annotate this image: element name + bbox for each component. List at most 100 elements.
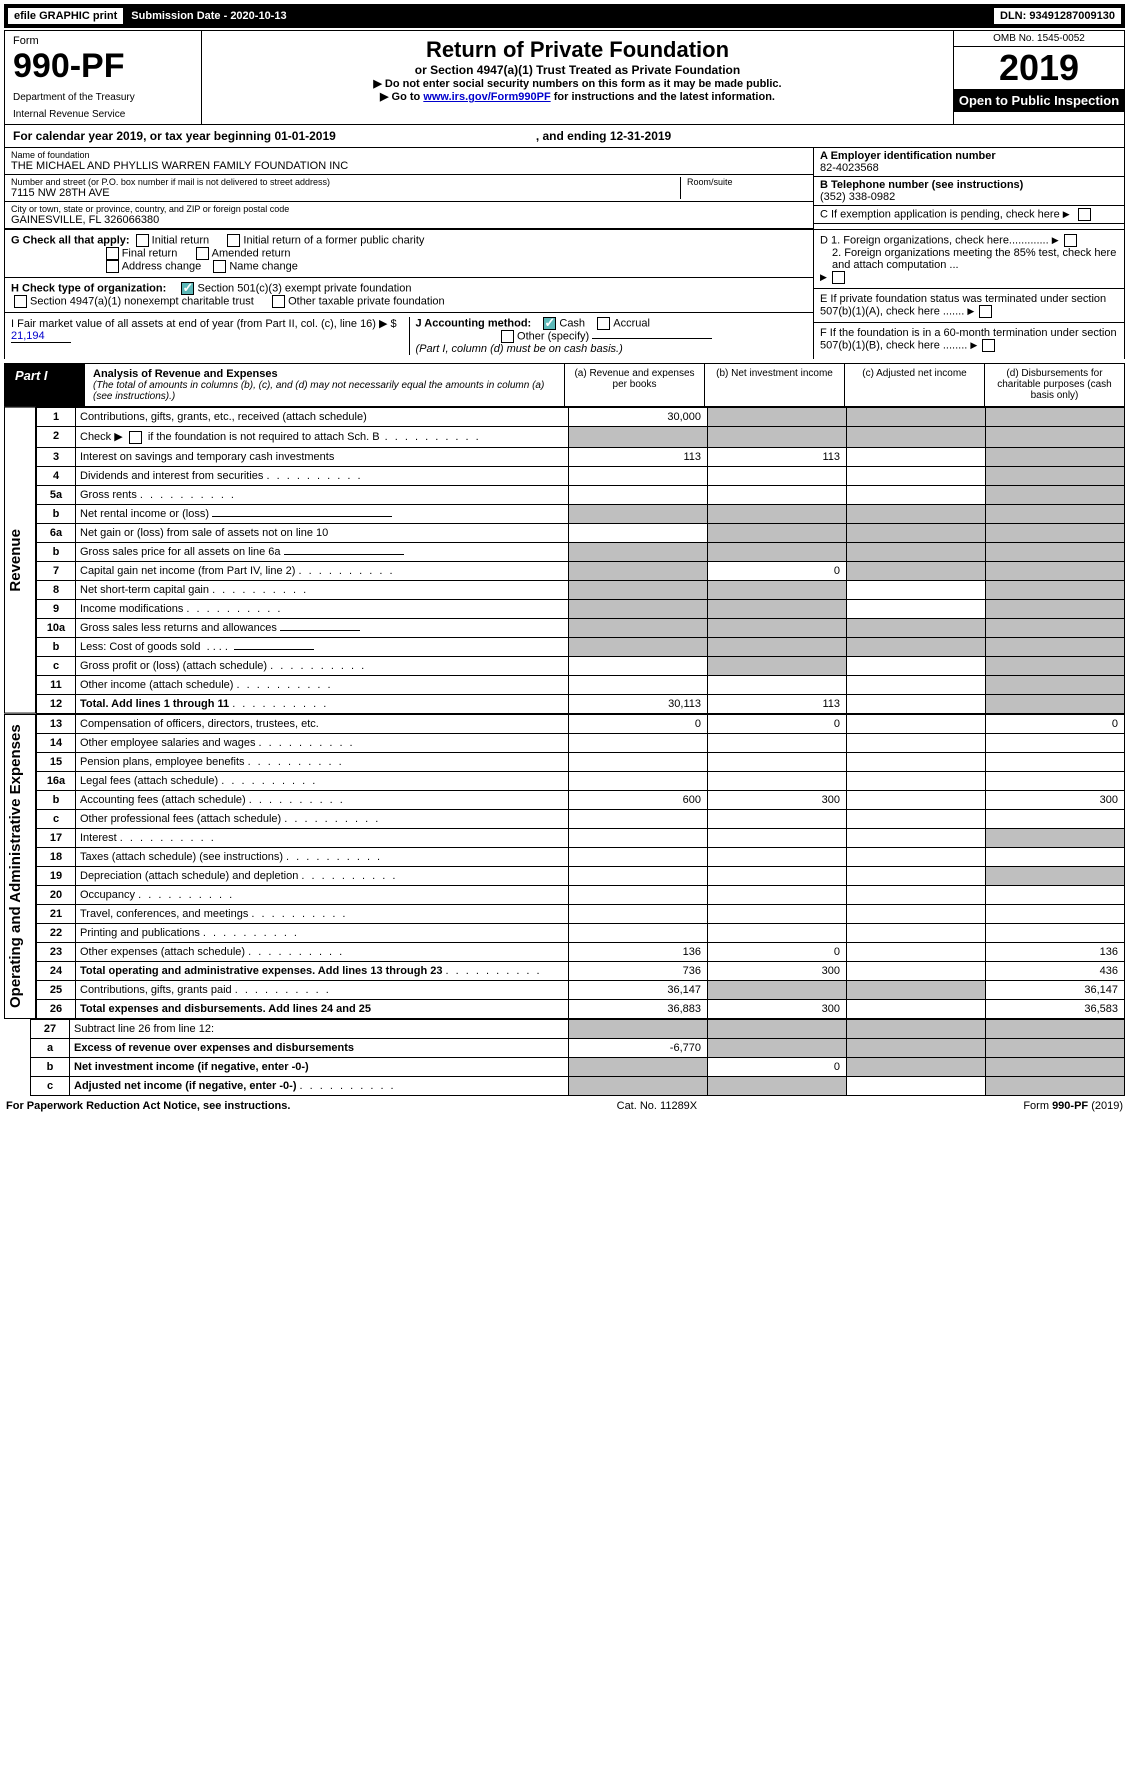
d1-text: D 1. Foreign organizations, check here..…	[820, 234, 1049, 246]
g-amended: Amended return	[212, 247, 291, 259]
line-10a: 10aGross sales less returns and allowanc…	[37, 618, 1125, 637]
irs-link[interactable]: www.irs.gov/Form990PF	[423, 91, 550, 103]
line-27b: bNet investment income (if negative, ent…	[31, 1057, 1125, 1076]
line-11: 11Other income (attach schedule)	[37, 675, 1125, 694]
address-cell: Number and street (or P.O. box number if…	[5, 175, 813, 202]
c-checkbox[interactable]	[1078, 208, 1091, 221]
line-17: 17Interest	[37, 828, 1125, 847]
line-7: 7Capital gain net income (from Part IV, …	[37, 561, 1125, 580]
g-row: G Check all that apply: Initial return I…	[5, 230, 813, 278]
col-c: (c) Adjusted net income	[844, 364, 984, 406]
j-note: (Part I, column (d) must be on cash basi…	[416, 343, 623, 355]
address: 7115 NW 28TH AVE	[11, 187, 680, 199]
name-label: Name of foundation	[11, 150, 807, 160]
col-b: (b) Net investment income	[704, 364, 844, 406]
form-subtitle: or Section 4947(a)(1) Trust Treated as P…	[208, 63, 947, 77]
line-6b: bGross sales price for all assets on lin…	[37, 542, 1125, 561]
f-cell: F If the foundation is in a 60-month ter…	[814, 323, 1124, 356]
dln: DLN: 93491287009130	[994, 8, 1121, 24]
g-amended-checkbox[interactable]	[196, 247, 209, 260]
options-left: G Check all that apply: Initial return I…	[5, 230, 814, 359]
i-value: 21,194	[11, 330, 71, 343]
part1-note: (The total of amounts in columns (b), (c…	[93, 380, 556, 402]
part1-label: Part I	[5, 364, 85, 406]
line-2: 2Check ▶ if the foundation is not requir…	[37, 427, 1125, 448]
line-8: 8Net short-term capital gain	[37, 580, 1125, 599]
g-initial: Initial return	[152, 234, 209, 246]
options-grid: G Check all that apply: Initial return I…	[4, 230, 1125, 359]
j-cash: Cash	[559, 317, 585, 329]
open-inspection: Open to Public Inspection	[954, 89, 1124, 112]
h-other-checkbox[interactable]	[272, 295, 285, 308]
d2-text: 2. Foreign organizations meeting the 85%…	[820, 247, 1118, 271]
g-name-checkbox[interactable]	[213, 260, 226, 273]
options-right: D 1. Foreign organizations, check here..…	[814, 230, 1124, 359]
line27-table: 27Subtract line 26 from line 12: aExcess…	[30, 1019, 1125, 1096]
line-20: 20Occupancy	[37, 885, 1125, 904]
line-3: 3Interest on savings and temporary cash …	[37, 447, 1125, 466]
part1-title-block: Analysis of Revenue and Expenses (The to…	[85, 364, 564, 406]
j-other-line	[592, 338, 712, 339]
line-13: 13Compensation of officers, directors, t…	[37, 714, 1125, 733]
line-15: 15Pension plans, employee benefits	[37, 752, 1125, 771]
g-address-checkbox[interactable]	[106, 260, 119, 273]
expenses-table: 13Compensation of officers, directors, t…	[36, 714, 1125, 1019]
j-accrual-checkbox[interactable]	[597, 317, 610, 330]
j-other: Other (specify)	[517, 330, 589, 342]
e-text: E If private foundation status was termi…	[820, 293, 1106, 317]
line-27: 27Subtract line 26 from line 12:	[31, 1019, 1125, 1038]
i-label: I Fair market value of all assets at end…	[11, 318, 397, 330]
column-headers: (a) Revenue and expenses per books (b) N…	[564, 364, 1124, 406]
line-14: 14Other employee salaries and wages	[37, 733, 1125, 752]
g-former-checkbox[interactable]	[227, 234, 240, 247]
c-text: C If exemption application is pending, c…	[820, 208, 1060, 220]
line-1: 1Contributions, gifts, grants, etc., rec…	[37, 408, 1125, 427]
part1-header: Part I Analysis of Revenue and Expenses …	[4, 363, 1125, 407]
col-a: (a) Revenue and expenses per books	[564, 364, 704, 406]
irs-label: Internal Revenue Service	[13, 109, 193, 120]
revenue-table: 1Contributions, gifts, grants, etc., rec…	[36, 407, 1125, 714]
line-23: 23Other expenses (attach schedule) 13601…	[37, 942, 1125, 961]
g-final-checkbox[interactable]	[106, 247, 119, 260]
g-address: Address change	[122, 260, 202, 272]
footer-mid: Cat. No. 11289X	[617, 1100, 698, 1112]
d1-checkbox[interactable]	[1064, 234, 1077, 247]
h-4947: Section 4947(a)(1) nonexempt charitable …	[30, 295, 254, 307]
dept-label: Department of the Treasury	[13, 92, 193, 103]
ein-label: A Employer identification number	[820, 150, 996, 162]
g-initial-checkbox[interactable]	[136, 234, 149, 247]
foundation-name-cell: Name of foundation THE MICHAEL AND PHYLL…	[5, 148, 813, 175]
h-4947-checkbox[interactable]	[14, 295, 27, 308]
g-label: G Check all that apply:	[11, 234, 130, 246]
city-cell: City or town, state or province, country…	[5, 202, 813, 229]
d2-checkbox[interactable]	[832, 271, 845, 284]
e-checkbox[interactable]	[979, 305, 992, 318]
line-5b: bNet rental income or (loss)	[37, 504, 1125, 523]
h-501c3-checkbox[interactable]	[181, 282, 194, 295]
d1-cell: D 1. Foreign organizations, check here..…	[814, 230, 1124, 289]
entity-left: Name of foundation THE MICHAEL AND PHYLL…	[5, 148, 814, 229]
h-row: H Check type of organization: Section 50…	[5, 278, 813, 313]
form-label: Form	[13, 35, 193, 47]
j-other-checkbox[interactable]	[501, 330, 514, 343]
note-link-pre: ▶ Go to	[380, 91, 423, 103]
header-mid: Return of Private Foundation or Section …	[202, 31, 953, 124]
form-header: Form 990-PF Department of the Treasury I…	[4, 30, 1125, 125]
j-cash-checkbox[interactable]	[543, 317, 556, 330]
line-6a: 6aNet gain or (loss) from sale of assets…	[37, 523, 1125, 542]
line-25: 25Contributions, gifts, grants paid 36,1…	[37, 980, 1125, 999]
i-cell: I Fair market value of all assets at end…	[11, 317, 410, 355]
g-name: Name change	[229, 260, 298, 272]
expenses-side-label: Operating and Administrative Expenses	[4, 714, 36, 1019]
tel-label: B Telephone number (see instructions)	[820, 179, 1023, 191]
f-checkbox[interactable]	[982, 339, 995, 352]
l2-checkbox[interactable]	[129, 431, 142, 444]
line-18: 18Taxes (attach schedule) (see instructi…	[37, 847, 1125, 866]
top-bar: efile GRAPHIC print Submission Date - 20…	[4, 4, 1125, 28]
expenses-section: Operating and Administrative Expenses 13…	[4, 714, 1125, 1019]
form-number: 990-PF	[13, 47, 193, 86]
line-22: 22Printing and publications	[37, 923, 1125, 942]
arrow-icon	[820, 271, 829, 283]
foundation-name: THE MICHAEL AND PHYLLIS WARREN FAMILY FO…	[11, 160, 807, 172]
line-27c: cAdjusted net income (if negative, enter…	[31, 1076, 1125, 1095]
